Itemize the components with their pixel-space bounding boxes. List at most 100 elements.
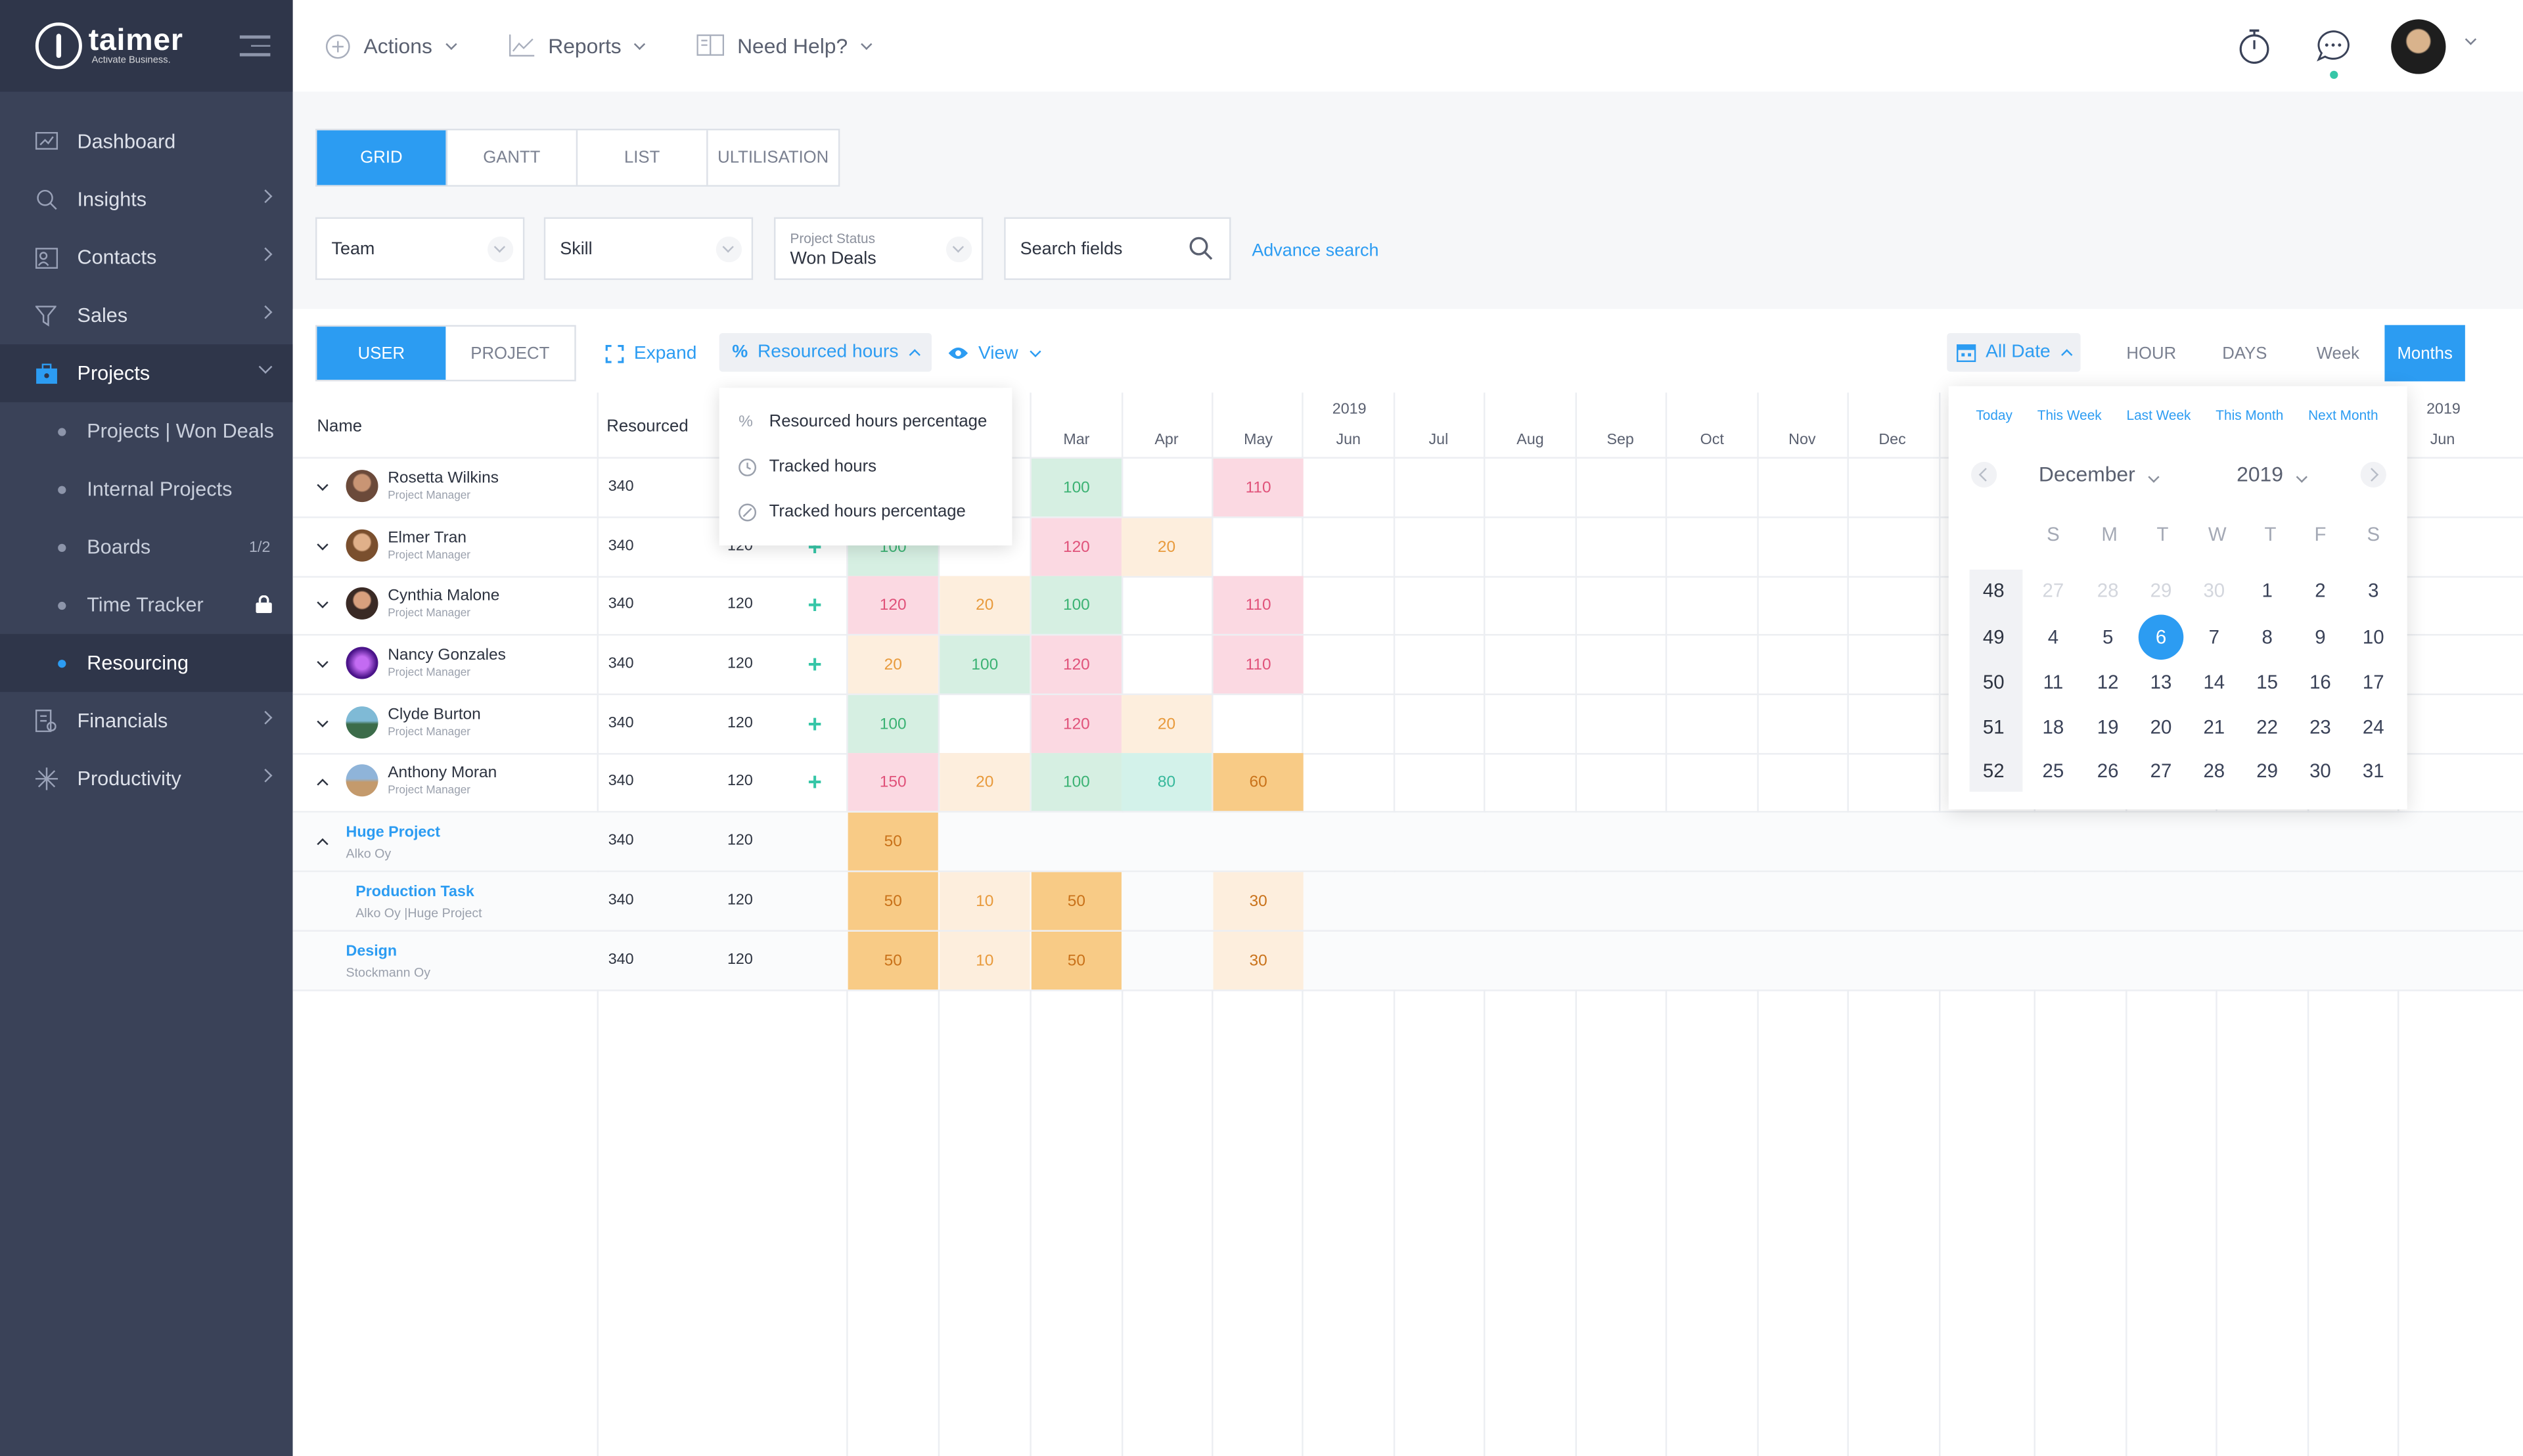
hours-cell[interactable]: 50 xyxy=(848,872,938,930)
prev-month-icon[interactable] xyxy=(1971,461,1997,488)
calendar-day[interactable]: 4 xyxy=(2047,626,2059,648)
hours-cell[interactable]: 110 xyxy=(1213,635,1304,694)
calendar-day[interactable]: 29 xyxy=(2256,759,2278,783)
calendar-day[interactable]: 8 xyxy=(2262,626,2273,648)
menu-item-tracked-hours-percentage[interactable]: Tracked hours percentage xyxy=(719,489,1012,534)
sidebar-item-insights[interactable]: Insights xyxy=(0,171,293,229)
quick-today[interactable]: Today xyxy=(1976,407,2012,424)
menu-item-tracked-hours[interactable]: Tracked hours xyxy=(719,444,1012,489)
hours-cell[interactable]: 120 xyxy=(1031,518,1122,576)
month-select[interactable]: December xyxy=(2039,462,2160,486)
hours-cell[interactable]: 120 xyxy=(1031,694,1122,754)
next-month-icon[interactable] xyxy=(2360,461,2386,488)
project-row[interactable]: Production Task Alko Oy |Huge Project 34… xyxy=(292,872,2523,930)
calendar-day[interactable]: 10 xyxy=(2362,626,2384,648)
chevron-down-icon[interactable] xyxy=(317,716,329,728)
quick-next-month[interactable]: Next Month xyxy=(2308,407,2378,424)
hours-cell[interactable]: 20 xyxy=(1121,518,1212,576)
hours-cell[interactable]: 20 xyxy=(940,576,1030,634)
calendar-day[interactable]: 7 xyxy=(2208,626,2220,648)
sidebar-subitem-projects-won-deals[interactable]: Projects | Won Deals xyxy=(0,402,293,460)
sidebar-item-productivity[interactable]: Productivity xyxy=(0,750,293,808)
sidebar-subitem-boards[interactable]: Boards 1/2 xyxy=(0,518,293,576)
calendar-day[interactable]: 19 xyxy=(2097,716,2119,739)
add-icon[interactable]: + xyxy=(807,592,822,620)
calendar-day[interactable]: 18 xyxy=(2042,716,2064,739)
calendar-day[interactable]: 12 xyxy=(2097,671,2119,694)
calendar-day[interactable]: 15 xyxy=(2256,671,2278,694)
add-icon[interactable]: + xyxy=(807,711,822,739)
tab-gantt[interactable]: GANTT xyxy=(447,130,578,185)
calendar-day[interactable]: 14 xyxy=(2203,671,2225,694)
calendar-day[interactable]: 30 xyxy=(2309,759,2331,783)
hours-cell[interactable]: 100 xyxy=(940,635,1030,694)
project-status-select[interactable]: Project Status Won Deals xyxy=(773,217,984,281)
add-icon[interactable]: + xyxy=(807,769,822,797)
calendar-day-selected[interactable]: 6 xyxy=(2138,614,2184,660)
calendar-day[interactable]: 25 xyxy=(2042,759,2064,783)
tab-list[interactable]: LIST xyxy=(578,130,708,185)
sidebar-item-projects[interactable]: Projects xyxy=(0,344,293,403)
chevron-up-icon[interactable] xyxy=(317,838,329,850)
calendar-day[interactable]: 31 xyxy=(2362,759,2384,783)
calendar-day[interactable]: 28 xyxy=(2097,579,2119,602)
hours-cell[interactable]: 80 xyxy=(1121,753,1212,811)
tab-project[interactable]: PROJECT xyxy=(470,343,550,363)
expand-button[interactable]: Expand xyxy=(605,338,696,369)
hours-cell[interactable]: 10 xyxy=(940,872,1030,930)
table-row[interactable]: Clyde Burton Project Manager 340 120 + 1… xyxy=(293,694,2523,754)
calendar-day[interactable]: 1 xyxy=(2262,579,2273,602)
calendar-day[interactable]: 20 xyxy=(2150,716,2172,739)
view-select[interactable]: View xyxy=(947,338,1041,369)
chevron-down-icon[interactable] xyxy=(2465,34,2477,45)
chat-icon[interactable] xyxy=(2315,29,2351,80)
user-avatar[interactable] xyxy=(2391,19,2446,74)
table-row[interactable]: Anthony Moran Project Manager 340 120 + … xyxy=(293,753,2523,811)
hours-cell[interactable]: 20 xyxy=(940,753,1030,811)
search-input[interactable]: Search fields xyxy=(1004,217,1231,281)
tab-hour[interactable]: HOUR xyxy=(2126,343,2177,363)
year-select[interactable]: 2019 xyxy=(2237,462,2307,486)
calendar-day[interactable]: 22 xyxy=(2256,716,2278,739)
hours-cell[interactable]: 20 xyxy=(1121,694,1212,754)
hours-cell[interactable]: 60 xyxy=(1213,753,1304,811)
quick-this-week[interactable]: This Week xyxy=(2037,407,2102,424)
menu-toggle-icon[interactable] xyxy=(239,35,271,62)
calendar-day[interactable]: 16 xyxy=(2309,671,2331,694)
hours-cell[interactable]: 50 xyxy=(1031,931,1122,990)
hours-cell[interactable]: 20 xyxy=(848,635,938,694)
calendar-day[interactable]: 29 xyxy=(2150,579,2172,602)
team-select[interactable]: Team xyxy=(315,217,525,281)
hours-cell[interactable]: 100 xyxy=(1031,458,1122,517)
quick-last-week[interactable]: Last Week xyxy=(2126,407,2191,424)
skill-select[interactable]: Skill xyxy=(543,217,754,281)
hours-cell[interactable]: 30 xyxy=(1213,872,1304,930)
calendar-day[interactable]: 5 xyxy=(2102,626,2114,648)
chevron-down-icon[interactable] xyxy=(317,539,329,551)
quick-this-month[interactable]: This Month xyxy=(2216,407,2284,424)
tab-grid[interactable]: GRID xyxy=(317,130,447,185)
calendar-day[interactable]: 21 xyxy=(2203,716,2225,739)
sidebar-item-financials[interactable]: Financials xyxy=(0,692,293,750)
resourced-hours-select[interactable]: % Resourced hours xyxy=(719,332,932,372)
project-name[interactable]: Design xyxy=(346,943,398,961)
calendar-day[interactable]: 24 xyxy=(2362,716,2384,739)
hours-cell[interactable]: 100 xyxy=(1031,753,1122,811)
sidebar-subitem-resourcing[interactable]: Resourcing xyxy=(0,633,293,693)
advance-search-link[interactable]: Advance search xyxy=(1252,241,1379,261)
hours-cell[interactable]: 30 xyxy=(1213,931,1304,990)
tab-days[interactable]: DAYS xyxy=(2222,343,2267,363)
calendar-day[interactable]: 28 xyxy=(2203,759,2225,783)
table-row[interactable]: Rosetta Wilkins Project Manager 340 100 … xyxy=(293,458,2523,517)
hours-cell[interactable]: 50 xyxy=(848,931,938,990)
hours-cell[interactable]: 100 xyxy=(1031,576,1122,634)
sidebar-item-dashboard[interactable]: Dashboard xyxy=(0,112,293,170)
project-name[interactable]: Huge Project xyxy=(346,823,441,842)
reports-menu[interactable]: Reports xyxy=(508,32,646,60)
sidebar-item-sales[interactable]: Sales xyxy=(0,286,293,344)
hours-cell[interactable]: 50 xyxy=(1031,872,1122,930)
calendar-day[interactable]: 27 xyxy=(2042,579,2064,602)
calendar-day[interactable]: 27 xyxy=(2150,759,2172,783)
calendar-day[interactable]: 3 xyxy=(2368,579,2379,602)
add-icon[interactable]: + xyxy=(807,651,822,679)
